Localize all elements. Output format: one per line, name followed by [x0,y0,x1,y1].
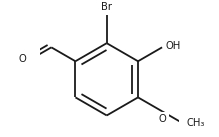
Text: CH₃: CH₃ [187,118,205,128]
Text: O: O [159,114,167,124]
Text: Br: Br [101,2,112,12]
Text: O: O [18,54,26,64]
Text: OH: OH [166,41,181,51]
